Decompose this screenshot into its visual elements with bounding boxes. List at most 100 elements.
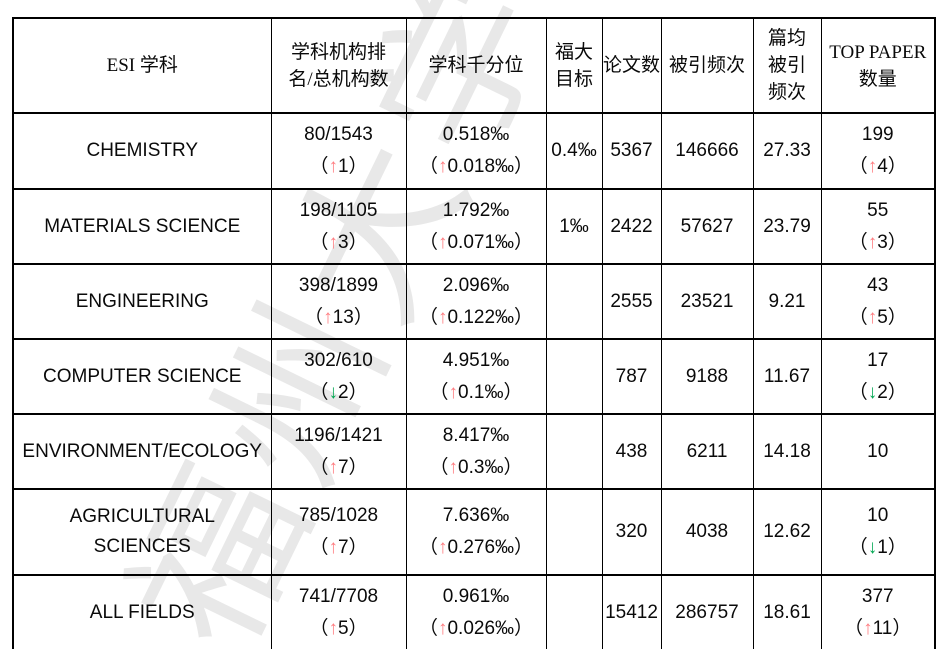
header-line: 福大 (554, 41, 593, 63)
citations-cell: 6211 (660, 413, 754, 490)
discipline-cell: MATERIALS SCIENCE (12, 188, 272, 265)
header-line: 名/总机构数 (288, 68, 389, 90)
discipline-cell: COMPUTER SCIENCE (12, 338, 272, 415)
up-arrow-icon: ↑ (328, 156, 338, 177)
citations-cell: 4038 (660, 488, 754, 576)
top-paper-change: （↑3） (822, 227, 934, 259)
top-paper-value: 377 (861, 585, 894, 607)
papers-value: 2555 (610, 290, 653, 312)
paren-close: ） (353, 306, 373, 328)
top-paper-value: 10 (867, 440, 889, 462)
paren-close: ） (514, 231, 534, 253)
rank-cell: 398/1899 （↑13） (270, 263, 407, 340)
paren-close: ） (348, 617, 368, 639)
paren-open: （ (848, 306, 868, 328)
permille-change: （↑0.1‰） (407, 377, 545, 409)
permille-value: 1.792‰ (442, 199, 510, 221)
permille-value: 4.951‰ (442, 349, 510, 371)
column-header-discipline: ESI 学科 (12, 17, 272, 114)
header-line: 论文数 (602, 55, 660, 76)
down-arrow-icon: ↓ (867, 537, 878, 558)
down-arrow-icon: ↓ (328, 381, 338, 403)
top-paper-change: （↑4） (822, 151, 934, 183)
top-change-value: 3 (877, 231, 888, 253)
header-line: 频次 (767, 82, 806, 103)
top-paper-cell: 43 （↑5） (820, 263, 936, 340)
discipline-cell: CHEMISTRY (12, 112, 272, 190)
papers-cell: 2422 (601, 188, 662, 265)
paren-open: （ (848, 231, 868, 253)
papers-cell: 787 (601, 338, 662, 415)
discipline-cell: AGRICULTURAL SCIENCES (12, 488, 272, 576)
avg-cite-value: 12.62 (763, 521, 811, 542)
avg-cite-value: 27.33 (763, 140, 811, 161)
permille-change-value: 0.276‰ (447, 537, 515, 558)
top-paper-cell: 377 （↑11） (820, 574, 936, 649)
avg-cite-cell: 11.67 (752, 338, 822, 415)
permille-value: 2.096‰ (442, 274, 510, 296)
papers-value: 787 (615, 365, 648, 387)
header-line: 被引 (767, 55, 806, 76)
rank-change: （↑7） (272, 532, 405, 564)
paren-open: （ (304, 306, 324, 328)
target-cell (545, 263, 603, 340)
top-change-value: 5 (877, 306, 888, 328)
rank-change: （↓2） (272, 377, 405, 409)
rank-cell: 741/7708 （↑5） (270, 574, 407, 649)
rank-cell: 80/1543 （↑1） (270, 112, 407, 190)
permille-cell: 4.951‰ （↑0.1‰） (405, 338, 547, 415)
citations-cell: 9188 (660, 338, 754, 415)
paren-close: ） (503, 381, 523, 403)
papers-value: 5367 (610, 140, 653, 161)
paren-open: （ (309, 456, 329, 478)
permille-change: （↑0.018‰） (407, 151, 545, 183)
column-header-top-paper: TOP PAPER 数量 (820, 17, 936, 114)
up-arrow-icon: ↑ (437, 306, 448, 328)
top-paper-change: （↑5） (822, 302, 934, 334)
table-row: ENGINEERING 398/1899 （↑13） 2.096‰ （↑0.12… (12, 263, 936, 340)
rank-change-value: 3 (337, 231, 349, 253)
esi-subject-table: ESI 学科 学科机构排 名/总机构数 学科千分位 福大 目标 论文数 被引频次 篇… (12, 17, 936, 649)
citations-value: 4038 (685, 521, 729, 542)
up-arrow-icon: ↑ (448, 381, 459, 403)
table-row: COMPUTER SCIENCE 302/610 （↓2） 4.951‰ （↑0… (12, 338, 936, 415)
discipline-name: ENGINEERING (75, 290, 209, 312)
paren-close: ） (348, 381, 368, 403)
permille-change-value: 0.018‰ (447, 156, 515, 177)
header-line: 数量 (858, 68, 897, 90)
rank-change-value: 2 (337, 381, 349, 403)
discipline-cell: ENVIRONMENT/ECOLOGY (12, 413, 272, 490)
table-row: MATERIALS SCIENCE 198/1105 （↑3） 1.792‰ （… (12, 188, 936, 265)
top-paper-value: 10 (867, 505, 889, 526)
table-row: AGRICULTURAL SCIENCES 785/1028 （↑7） 7.63… (12, 488, 936, 576)
paren-close: ） (514, 537, 534, 558)
papers-cell: 2555 (601, 263, 662, 340)
discipline-name: MATERIALS SCIENCE (44, 215, 241, 237)
paren-open: （ (309, 231, 329, 253)
discipline-name: ALL FIELDS (89, 601, 195, 623)
top-paper-cell: 17 （↓2） (820, 338, 936, 415)
header-line: 目标 (554, 68, 593, 90)
permille-cell: 2.096‰ （↑0.122‰） (405, 263, 547, 340)
paren-open: （ (309, 537, 329, 558)
permille-change: （↑0.276‰） (407, 532, 545, 564)
target-cell: 1‰ (545, 188, 603, 265)
rank-change-value: 7 (337, 537, 349, 558)
permille-value: 0.961‰ (442, 585, 510, 607)
column-header-target: 福大 目标 (545, 17, 603, 114)
permille-value: 7.636‰ (442, 505, 510, 526)
table-row: ENVIRONMENT/ECOLOGY 1196/1421 （↑7） 8.417… (12, 413, 936, 490)
papers-cell: 438 (601, 413, 662, 490)
top-paper-cell: 10 (820, 413, 936, 490)
paren-open: （ (309, 381, 329, 403)
permille-change-value: 0.122‰ (447, 306, 515, 328)
discipline-name: AGRICULTURAL SCIENCES (69, 506, 215, 557)
target-value: 0.4‰ (551, 140, 597, 161)
up-arrow-icon: ↑ (323, 306, 333, 328)
paren-open: （ (844, 617, 864, 639)
avg-cite-value: 14.18 (763, 440, 811, 462)
rank-value: 785/1028 (298, 505, 379, 526)
papers-cell: 5367 (601, 112, 662, 190)
header-line: ESI 学科 (106, 55, 178, 76)
paren-close: ） (348, 156, 368, 177)
